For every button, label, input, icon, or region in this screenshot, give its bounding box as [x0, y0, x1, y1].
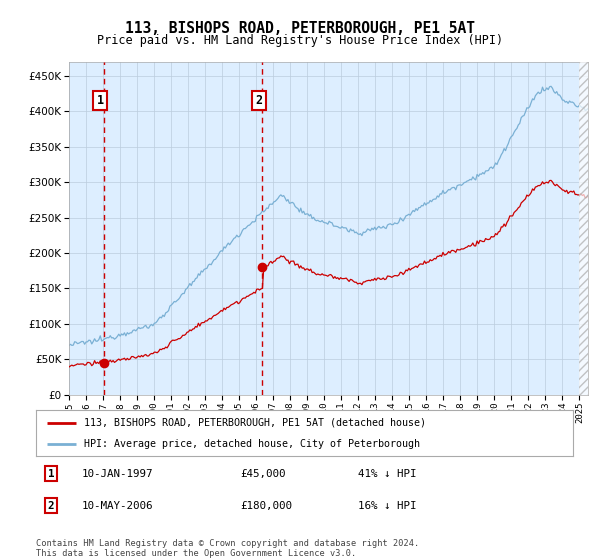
Text: 10-JAN-1997: 10-JAN-1997: [82, 469, 153, 479]
Text: 2: 2: [48, 501, 55, 511]
Bar: [580, 62, 588, 395]
Text: 113, BISHOPS ROAD, PETERBOROUGH, PE1 5AT: 113, BISHOPS ROAD, PETERBOROUGH, PE1 5AT: [125, 21, 475, 36]
Text: 1: 1: [48, 469, 55, 479]
Text: 16% ↓ HPI: 16% ↓ HPI: [358, 501, 416, 511]
Text: Price paid vs. HM Land Registry's House Price Index (HPI): Price paid vs. HM Land Registry's House …: [97, 34, 503, 46]
Text: 41% ↓ HPI: 41% ↓ HPI: [358, 469, 416, 479]
Text: £45,000: £45,000: [240, 469, 286, 479]
Text: 113, BISHOPS ROAD, PETERBOROUGH, PE1 5AT (detached house): 113, BISHOPS ROAD, PETERBOROUGH, PE1 5AT…: [85, 418, 427, 428]
Text: Contains HM Land Registry data © Crown copyright and database right 2024.
This d: Contains HM Land Registry data © Crown c…: [36, 539, 419, 558]
Text: 10-MAY-2006: 10-MAY-2006: [82, 501, 153, 511]
Text: HPI: Average price, detached house, City of Peterborough: HPI: Average price, detached house, City…: [85, 439, 421, 449]
Text: 1: 1: [97, 94, 104, 107]
Text: £180,000: £180,000: [240, 501, 292, 511]
Text: 2: 2: [256, 94, 263, 107]
